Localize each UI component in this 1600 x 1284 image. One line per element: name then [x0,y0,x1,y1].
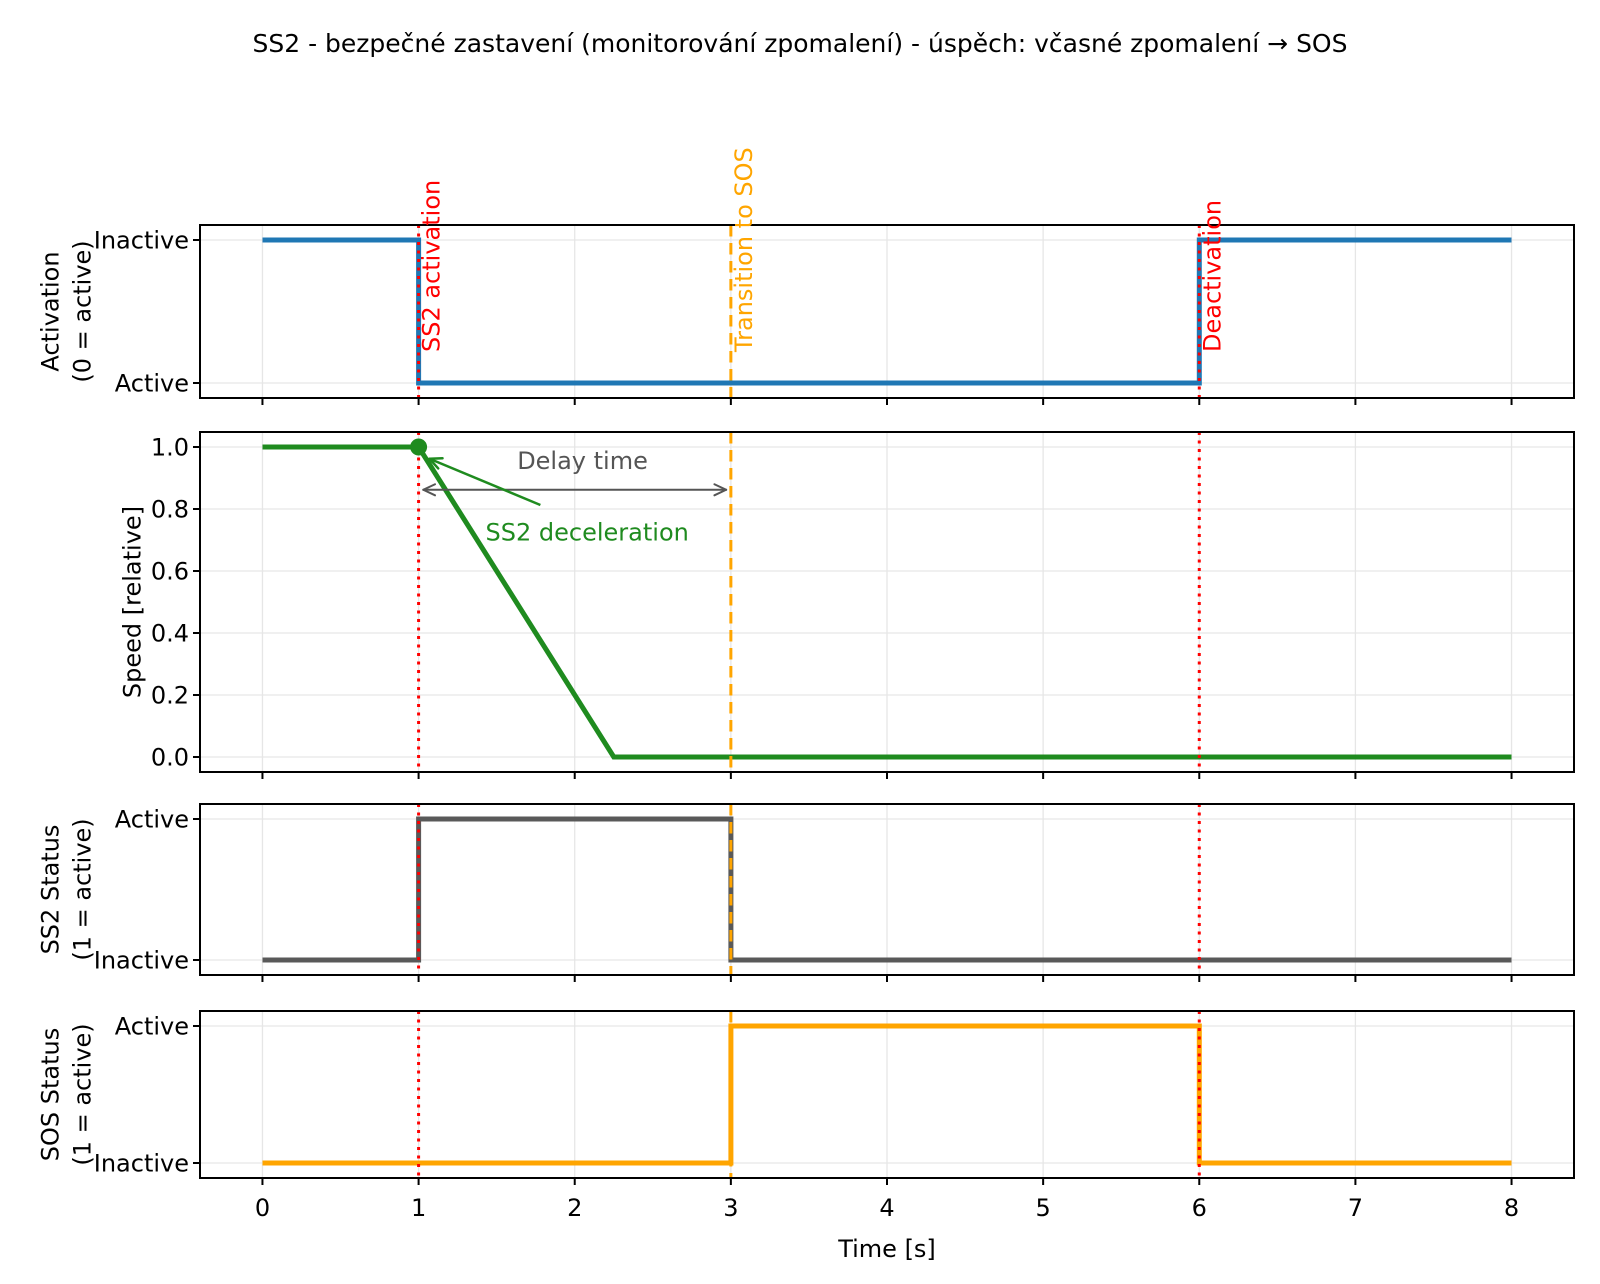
arrow-head [713,483,728,491]
speed-axis-label: Speed [relative] [118,506,146,698]
ss2-status-ytick-label: Active [115,805,189,833]
sos-status-ytick-label: Inactive [94,1149,189,1177]
event-label-ss2-activation: SS2 activation [418,180,446,352]
x-axis: 0 1 2 3 4 5 6 7 8 Time [s] [255,1194,1519,1263]
chart-title: SS2 - bezpečné zastavení (monitorování z… [253,29,1348,58]
deceleration-arrow [429,457,541,507]
arrow-head [428,457,440,470]
sos-status-ytick-label: Active [115,1012,189,1040]
sos-status-axis-label: SOS Status [36,1028,64,1161]
activation-ytick-label: Inactive [94,226,189,254]
arrow-head [422,483,437,491]
activation-series-line [262,237,1512,386]
x-tick-label: 8 [1504,1194,1519,1222]
ss2-status-series-line [262,816,1512,963]
arrow-head [428,456,444,461]
sos-status-series-line [262,1023,1512,1166]
speed-ytick-label: 0.6 [151,557,189,585]
arrow-head [713,488,728,497]
x-tick-label: 5 [1035,1194,1050,1222]
speed-ytick-label: 0.4 [151,619,189,647]
activation-axis-label: (0 = active) [68,240,96,382]
ss2-status-axis-label: (1 = active) [68,818,96,960]
sos-status-axis-label: (1 = active) [68,1023,96,1165]
activation-axis-label: Activation [36,251,64,371]
activation-ytick-label: Active [115,369,189,397]
speed-start-marker [410,438,428,456]
ss2-status-ytick-label: Inactive [94,946,189,974]
x-tick-label: 0 [255,1194,270,1222]
x-tick-label: 1 [411,1194,426,1222]
arrow-head [422,488,437,497]
speed-ytick-label: 1.0 [151,433,189,461]
event-label-transition-to-sos: Transition to SOS [730,147,758,353]
event-label-deactivation: Deactivation [1198,200,1226,352]
x-tick-label: 3 [723,1194,738,1222]
event-labels: SS2 activation Transition to SOS Deactivat… [418,147,1227,353]
ss2-status-axis-label: SS2 Status [36,825,64,955]
x-tick-label: 4 [879,1194,894,1222]
ss2-deceleration-label: SS2 deceleration [486,518,689,546]
panel-speed: Delay time SS2 deceleration 1.0 0.8 0.6 0.4 0.… [118,431,1575,779]
speed-ytick-label: 0.0 [151,743,189,771]
panel-sos-status: Active Inactive SOS Status (1 = active) [36,1010,1575,1185]
x-axis-title: Time [s] [837,1235,936,1263]
speed-series-line [262,444,1512,760]
panel-ss2-status: Active Inactive SS2 Status (1 = active) [36,803,1575,982]
speed-ytick-label: 0.8 [151,495,189,523]
x-tick-label: 6 [1192,1194,1207,1222]
delay-time-label: Delay time [517,447,648,475]
x-tick-label: 2 [567,1194,582,1222]
speed-ytick-label: 0.2 [151,681,189,709]
panel-activation: Inactive Active Activation (0 = active) [36,224,1575,405]
x-tick-label: 7 [1348,1194,1363,1222]
